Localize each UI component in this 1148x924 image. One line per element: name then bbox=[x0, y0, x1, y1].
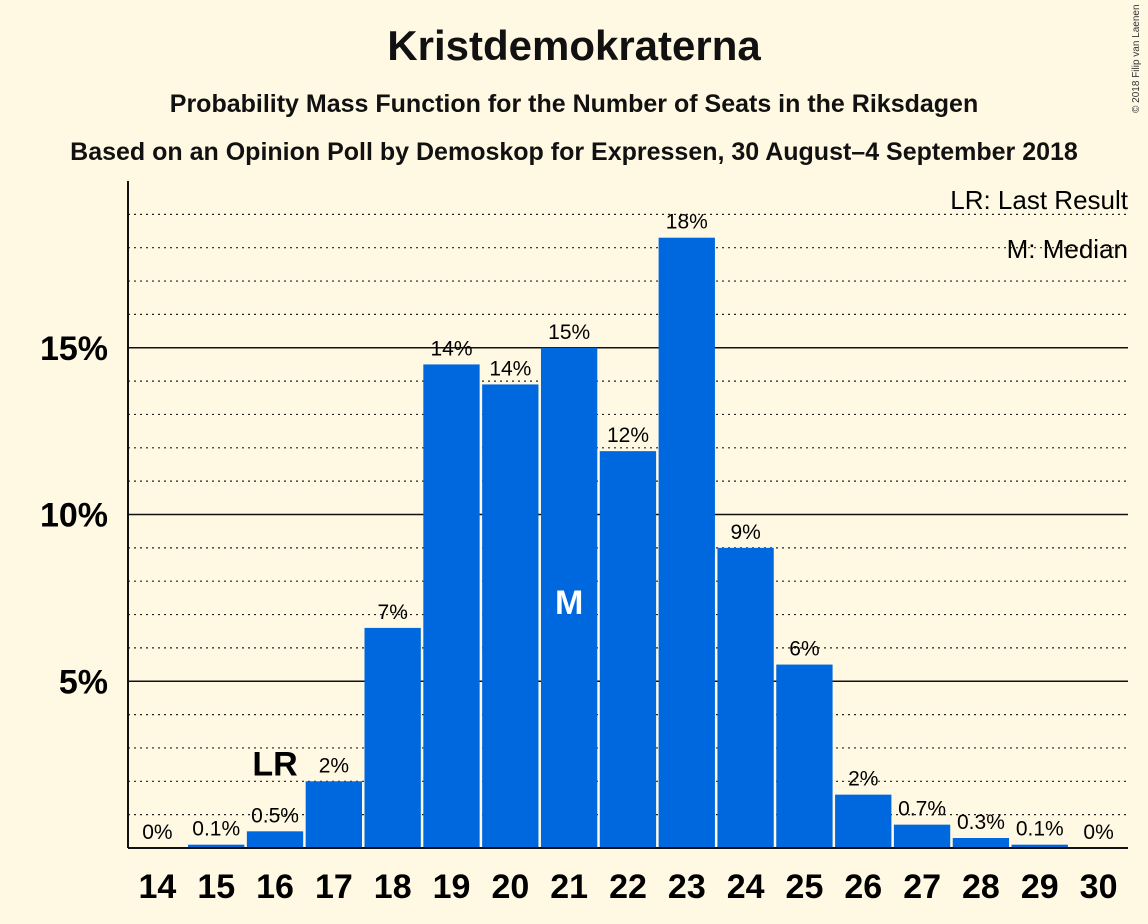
x-tick-label: 21 bbox=[550, 868, 588, 906]
bar-seat-27 bbox=[893, 824, 951, 848]
bar-seat-28 bbox=[952, 837, 1010, 848]
bar-seat-21 bbox=[540, 347, 598, 848]
x-tick-label: 23 bbox=[668, 868, 706, 906]
x-tick-label: 19 bbox=[433, 868, 471, 906]
x-tick-label: 26 bbox=[844, 868, 882, 906]
y-tick-label: 15% bbox=[40, 330, 108, 368]
data-label-seat-27: 0.7% bbox=[898, 798, 946, 821]
x-tick-label: 28 bbox=[962, 868, 1000, 906]
median-marker: M bbox=[555, 584, 583, 622]
data-label-seat-21: 15% bbox=[548, 321, 590, 344]
bar-seat-19 bbox=[423, 364, 480, 848]
y-tick-label: 5% bbox=[59, 663, 108, 701]
last-result-marker: LR bbox=[252, 745, 297, 783]
x-tick-label: 14 bbox=[138, 868, 176, 906]
chart-source-note: Based on an Opinion Poll by Demoskop for… bbox=[70, 138, 1078, 166]
bar-seat-24 bbox=[717, 547, 774, 848]
data-label-seat-28: 0.3% bbox=[957, 811, 1005, 834]
data-label-seat-22: 12% bbox=[607, 424, 649, 447]
x-tick-label: 27 bbox=[903, 868, 941, 906]
bar-seat-22 bbox=[599, 451, 657, 848]
x-tick-label: 20 bbox=[491, 868, 529, 906]
bar-seat-26 bbox=[835, 794, 892, 848]
bar-seat-17 bbox=[305, 781, 362, 848]
bar-seat-29 bbox=[1011, 844, 1068, 848]
chart-subtitle: Probability Mass Function for the Number… bbox=[169, 90, 979, 118]
bar-seat-20 bbox=[482, 384, 539, 848]
x-tick-label: 17 bbox=[315, 868, 353, 906]
bar-seat-18 bbox=[364, 627, 421, 848]
data-label-seat-15: 0.1% bbox=[192, 818, 240, 841]
x-tick-label: 22 bbox=[609, 868, 647, 906]
legend-median: M: Median bbox=[1007, 234, 1128, 264]
labels: 5% 10% 15% 0% 14 0.1% 15 0.5% 16 2% 17 7% 18 14% 19 14%… bbox=[40, 211, 1118, 906]
data-label-seat-23: 18% bbox=[666, 211, 708, 234]
x-tick-label: 29 bbox=[1021, 868, 1059, 906]
x-tick-label: 24 bbox=[727, 868, 765, 906]
data-label-seat-25: 6% bbox=[789, 638, 819, 661]
bar-seat-25 bbox=[776, 664, 833, 848]
axes bbox=[127, 181, 1128, 849]
y-tick-label: 10% bbox=[40, 497, 108, 535]
x-tick-label: 18 bbox=[374, 868, 412, 906]
bar-seat-16 bbox=[246, 831, 304, 848]
x-tick-label: 30 bbox=[1080, 868, 1118, 906]
data-label-seat-19: 14% bbox=[431, 337, 473, 360]
data-label-seat-17: 2% bbox=[319, 754, 349, 777]
data-label-seat-29: 0.1% bbox=[1016, 818, 1064, 841]
x-tick-label: 15 bbox=[197, 868, 235, 906]
bars bbox=[188, 237, 1068, 848]
data-label-seat-14: 0% bbox=[142, 821, 172, 844]
data-label-seat-18: 7% bbox=[378, 601, 408, 624]
data-label-seat-26: 2% bbox=[848, 768, 878, 791]
data-label-seat-24: 9% bbox=[730, 521, 760, 544]
legend-last-result: LR: Last Result bbox=[950, 185, 1129, 215]
chart-title: Kristdemokraterna bbox=[387, 22, 761, 69]
bar-seat-23 bbox=[658, 237, 715, 848]
data-label-seat-16: 0.5% bbox=[251, 804, 299, 827]
data-label-seat-20: 14% bbox=[489, 357, 531, 380]
x-tick-label: 25 bbox=[786, 868, 824, 906]
bar-seat-15 bbox=[188, 844, 245, 848]
data-label-seat-30: 0% bbox=[1083, 821, 1113, 844]
x-tick-label: 16 bbox=[256, 868, 294, 906]
